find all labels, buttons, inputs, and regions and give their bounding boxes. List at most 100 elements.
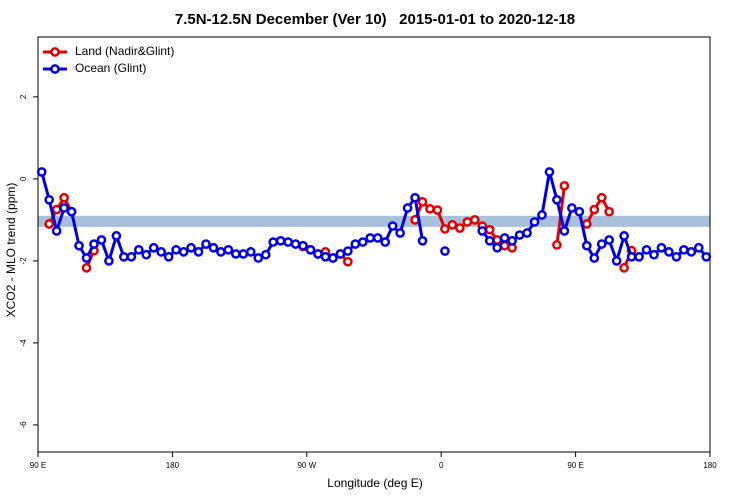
point-marker	[104, 256, 114, 266]
point-marker	[260, 249, 271, 260]
point-marker	[290, 239, 301, 249]
point-marker	[74, 240, 84, 251]
point-marker	[425, 203, 435, 214]
point-marker	[66, 206, 77, 217]
point-marker	[596, 239, 607, 249]
x-tick-label: 0	[439, 461, 444, 470]
point-marker	[231, 249, 241, 259]
point-marker	[410, 192, 420, 203]
point-marker	[701, 251, 712, 262]
point-marker	[432, 205, 443, 215]
point-marker	[305, 244, 316, 255]
point-marker	[141, 249, 152, 260]
y-tick-label: 2	[19, 94, 28, 99]
point-marker	[201, 239, 211, 249]
point-marker	[372, 233, 383, 243]
point-marker	[365, 233, 376, 243]
point-marker	[537, 210, 547, 220]
point-marker	[253, 253, 264, 263]
point-marker	[492, 242, 503, 253]
point-marker	[283, 237, 293, 247]
point-marker	[656, 242, 667, 253]
point-marker	[51, 226, 62, 236]
point-marker	[148, 242, 159, 253]
point-marker	[223, 244, 234, 255]
y-tick-label: -6	[19, 421, 28, 429]
point-marker	[59, 192, 69, 203]
point-marker	[596, 192, 607, 203]
point-marker	[514, 230, 525, 240]
point-marker	[581, 219, 592, 229]
point-marker	[350, 239, 361, 249]
point-marker	[59, 203, 69, 213]
point-marker	[462, 217, 473, 227]
point-marker	[402, 203, 413, 213]
y-tick-label: 0	[19, 176, 28, 181]
point-marker	[611, 256, 622, 266]
x-tick-label: 180	[703, 461, 717, 470]
point-marker	[186, 242, 196, 253]
point-marker	[395, 228, 405, 238]
point-marker	[156, 247, 167, 257]
x-tick-label: 90 W	[297, 461, 316, 470]
plot-frame	[37, 36, 711, 453]
point-marker	[455, 223, 465, 233]
point-marker	[469, 215, 480, 225]
point-marker	[245, 247, 256, 257]
point-marker	[440, 224, 450, 234]
point-marker	[641, 244, 652, 255]
point-marker	[484, 224, 495, 235]
point-marker	[216, 247, 226, 257]
point-marker	[111, 231, 122, 241]
point-marker	[440, 246, 450, 256]
point-marker	[275, 235, 286, 246]
point-marker	[477, 226, 488, 236]
point-marker	[567, 203, 577, 213]
point-marker	[507, 235, 517, 246]
point-marker	[36, 167, 47, 177]
point-marker	[679, 244, 689, 255]
point-marker	[686, 247, 697, 257]
point-marker	[171, 244, 181, 255]
point-marker	[581, 240, 592, 251]
point-marker	[552, 194, 562, 205]
point-marker	[81, 253, 92, 263]
point-marker	[484, 235, 495, 246]
point-marker	[417, 235, 428, 246]
point-marker	[626, 251, 637, 262]
legend-label: Land (Nadir&Glint)	[75, 44, 174, 58]
point-marker	[163, 251, 174, 262]
point-marker	[693, 242, 704, 253]
point-marker	[589, 253, 600, 263]
legend-label: Ocean (Glint)	[75, 61, 146, 75]
point-marker	[343, 246, 353, 256]
point-marker	[522, 228, 532, 238]
point-marker	[380, 237, 391, 247]
point-marker	[619, 231, 629, 241]
point-marker	[671, 251, 682, 262]
reference-band	[38, 215, 710, 227]
point-marker	[574, 206, 585, 217]
point-marker	[649, 249, 659, 260]
legend-marker	[50, 47, 60, 57]
point-marker	[529, 217, 540, 227]
point-marker	[89, 239, 99, 249]
point-marker	[96, 235, 107, 245]
point-marker	[634, 251, 644, 262]
point-marker	[238, 249, 249, 259]
point-marker	[320, 251, 331, 262]
y-axis-label: XCO2 - MLO trend (ppm)	[4, 183, 18, 318]
point-marker	[357, 237, 368, 247]
point-marker	[44, 219, 55, 229]
point-marker	[559, 226, 570, 236]
point-marker	[126, 251, 137, 262]
x-tick-label: 90 E	[30, 461, 46, 470]
x-tick-label: 180	[166, 461, 180, 470]
point-marker	[81, 263, 92, 273]
chart-title: 7.5N-12.5N December (Ver 10) 2015-01-01 …	[175, 11, 575, 28]
point-marker	[119, 251, 129, 262]
point-marker	[298, 240, 308, 251]
point-marker	[178, 247, 189, 257]
point-marker	[193, 247, 204, 257]
